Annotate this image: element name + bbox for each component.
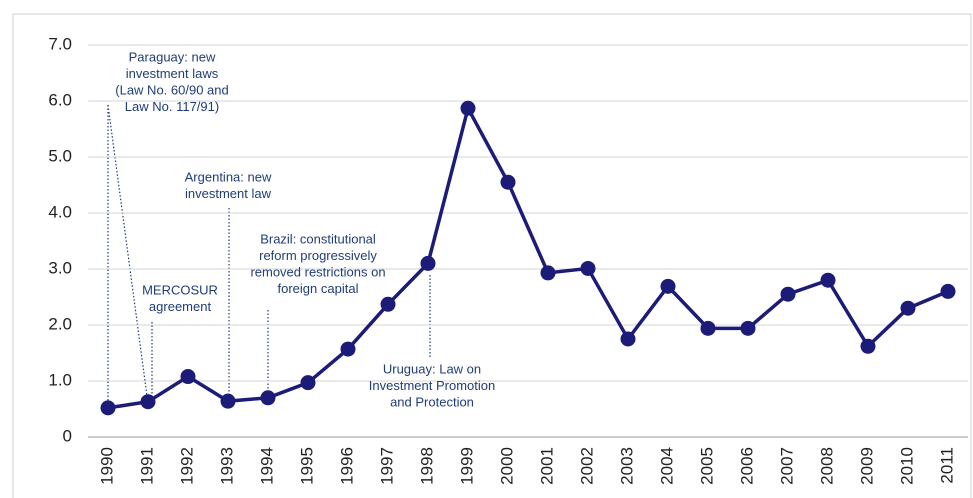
data-point	[580, 260, 596, 276]
x-tick-label: 1991	[137, 447, 156, 485]
data-point	[700, 320, 716, 336]
y-tick-label: 4.0	[48, 202, 72, 221]
y-tick-label: 1.0	[48, 370, 72, 389]
data-point	[220, 393, 236, 409]
x-tick-label: 2010	[897, 447, 916, 485]
x-tick-label: 1993	[217, 447, 236, 485]
data-point	[300, 375, 316, 391]
x-tick-label: 1997	[377, 447, 396, 485]
annotation: MERCOSUR	[142, 282, 218, 297]
data-point	[340, 341, 356, 357]
data-point	[740, 320, 756, 336]
x-tick-label: 2009	[857, 447, 876, 485]
x-tick-label: 1996	[337, 447, 356, 485]
data-point	[780, 286, 796, 302]
x-tick-label: 1994	[257, 447, 276, 485]
x-tick-label: 1992	[177, 447, 196, 485]
annotation: reform progressively	[259, 248, 377, 263]
data-point	[460, 100, 476, 116]
x-tick-label: 1990	[97, 447, 116, 485]
annotation: Law No. 117/91)	[125, 99, 219, 114]
data-point	[380, 296, 396, 312]
annotation: Argentina: new	[185, 169, 272, 184]
annotation: Brazil: constitutional	[260, 231, 376, 246]
x-tick-label: 2011	[937, 447, 956, 484]
data-point	[100, 400, 116, 416]
data-point	[140, 394, 156, 410]
x-tick-label: 1999	[457, 447, 476, 485]
y-tick-label: 0	[63, 426, 72, 445]
data-point	[660, 278, 676, 294]
data-point	[420, 255, 436, 271]
x-tick-label: 2000	[497, 447, 516, 485]
annotation: and Protection	[390, 394, 474, 409]
x-tick-label: 2001	[537, 447, 556, 485]
y-tick-label: 3.0	[48, 258, 72, 277]
x-tick-label: 2002	[577, 447, 596, 485]
annotation: Uruguay: Law on	[383, 361, 481, 376]
data-point	[180, 369, 196, 385]
line-series	[107, 103, 949, 410]
y-tick-label: 2.0	[48, 314, 72, 333]
annotation: (Law No. 60/90 and	[115, 82, 228, 97]
x-tick-label: 2006	[737, 447, 756, 485]
x-tick-label: 2007	[777, 447, 796, 485]
annotation: removed restrictions on	[250, 264, 385, 279]
x-tick-label: 2004	[657, 447, 676, 485]
data-point	[820, 272, 836, 288]
x-tick-label: 1998	[417, 447, 436, 485]
data-point	[500, 174, 516, 190]
annotation: Paraguay: new	[129, 49, 216, 64]
y-tick-label: 7.0	[48, 34, 72, 53]
annotation: investment law	[185, 186, 272, 201]
data-point	[900, 300, 916, 316]
x-tick-label: 1995	[297, 447, 316, 485]
annotation: investment laws	[126, 66, 219, 81]
x-tick-label: 2003	[617, 447, 636, 485]
x-tick-label: 2005	[697, 447, 716, 485]
annotation-leader	[107, 104, 148, 397]
y-tick-label: 6.0	[48, 90, 72, 109]
data-point	[940, 283, 956, 299]
data-point	[620, 331, 636, 347]
data-point	[260, 390, 276, 406]
y-tick-label: 5.0	[48, 146, 72, 165]
data-point	[540, 265, 556, 281]
annotation: agreement	[149, 299, 212, 314]
annotation: foreign capital	[278, 281, 359, 296]
chart-border	[12, 13, 972, 498]
data-point	[860, 338, 876, 354]
x-tick-label: 2008	[817, 447, 836, 485]
annotation: Investment Promotion	[369, 378, 495, 393]
